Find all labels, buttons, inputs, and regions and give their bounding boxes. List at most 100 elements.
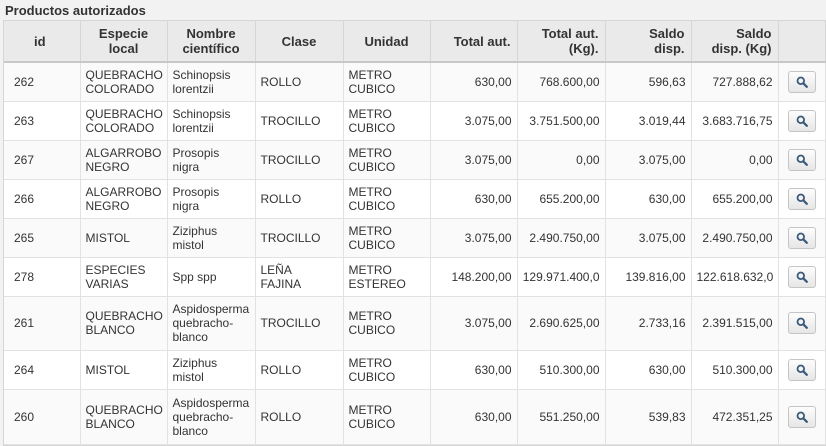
cell-nombre-line: nigra — [172, 159, 200, 174]
view-detail-button[interactable] — [787, 226, 816, 249]
search-icon — [796, 232, 808, 244]
cell-especie-line: COLORADO — [85, 120, 155, 135]
cell-unidad-line: CUBICO — [348, 120, 396, 135]
cell-total-aut: 3.075,00 — [430, 140, 518, 180]
cell-saldo: 139.816,00 — [605, 257, 692, 297]
col-header-clase[interactable]: Clase — [255, 21, 344, 63]
cell-total-aut: 148.200,00 — [430, 257, 518, 297]
cell-saldo-kg: 727.888,62 — [691, 62, 779, 102]
cell-especie-line: ALGARROBO — [85, 145, 162, 160]
cell-saldo: 630,00 — [605, 350, 692, 390]
cell-unidad: METRO CUBICO — [343, 62, 431, 102]
cell-nombre: Aspidosperma quebracho-blanco — [167, 296, 256, 351]
cell-nombre: Ziziphus mistol — [167, 218, 256, 258]
cell-saldo-kg: 3.683.716,75 — [691, 101, 779, 141]
cell-especie: ESPECIES VARIAS — [80, 257, 168, 297]
cell-especie: QUEBRACHO COLORADO — [80, 101, 168, 141]
cell-nombre-line: mistol — [172, 237, 204, 252]
cell-especie: ALGARROBO NEGRO — [80, 179, 168, 219]
cell-clase: ROLLO — [255, 62, 344, 102]
cell-especie: MISTOL — [80, 350, 168, 390]
cell-nombre-line: Prosopis — [172, 145, 220, 160]
cell-unidad-line: METRO — [348, 262, 392, 277]
table-row: 260 QUEBRACHO BLANCO Aspidosperma quebracho-… — [4, 389, 826, 445]
cell-unidad: METRO CUBICO — [343, 140, 431, 180]
products-table: id Especie local Nombre científico Clase U… — [4, 21, 826, 445]
cell-total-aut: 630,00 — [430, 62, 518, 102]
cell-total-kg: 129.971.400,0 — [517, 257, 606, 297]
col-header-especie[interactable]: Especie local — [80, 21, 168, 63]
cell-actions — [778, 62, 826, 102]
cell-unidad-line: METRO — [348, 145, 392, 160]
col-header-saldo-kg[interactable]: Saldo disp. (Kg) — [691, 21, 779, 63]
panel-title: Productos autorizados — [5, 3, 146, 18]
cell-total-aut: 3.075,00 — [430, 296, 518, 351]
cell-unidad: METRO CUBICO — [343, 179, 431, 219]
cell-nombre-line: quebracho- — [172, 316, 234, 330]
cell-clase-line: TROCILLO — [260, 152, 321, 167]
cell-nombre: Spp spp — [167, 257, 256, 297]
products-table-container: id Especie local Nombre científico Clase U… — [3, 20, 826, 446]
view-detail-button[interactable] — [787, 312, 816, 334]
cell-nombre: Prosopis nigra — [167, 179, 256, 219]
cell-actions — [778, 218, 826, 258]
cell-clase: TROCILLO — [255, 218, 344, 258]
search-icon — [796, 76, 808, 88]
cell-clase: TROCILLO — [255, 296, 344, 351]
cell-nombre-line: Ziziphus — [172, 355, 218, 370]
search-icon — [796, 271, 808, 283]
table-body: 262 QUEBRACHO COLORADO Schinopsis lorentzii R… — [4, 62, 826, 445]
cell-especie-line: NEGRO — [85, 198, 130, 213]
col-header-unidad[interactable]: Unidad — [343, 21, 431, 63]
cell-nombre-line: Prosopis — [172, 184, 220, 199]
col-header-id[interactable]: id — [4, 21, 81, 63]
cell-nombre: Schinopsis lorentzii — [167, 101, 256, 141]
col-header-actions — [778, 21, 826, 63]
cell-unidad-line: CUBICO — [348, 198, 396, 213]
view-detail-button[interactable] — [787, 109, 816, 132]
cell-especie-line: NEGRO — [85, 159, 130, 174]
cell-saldo-kg: 122.618.632,0 — [691, 257, 779, 297]
view-detail-button[interactable] — [787, 405, 816, 428]
col-header-total-kg[interactable]: Total aut. (Kg). — [517, 21, 606, 63]
cell-id: 264 — [4, 350, 81, 390]
cell-total-kg: 510.300,00 — [517, 350, 606, 390]
cell-unidad-line: CUBICO — [348, 416, 396, 431]
cell-clase: ROLLO — [255, 179, 344, 219]
cell-saldo-kg: 655.200,00 — [691, 179, 779, 219]
cell-unidad-line: CUBICO — [348, 237, 396, 252]
cell-actions — [778, 140, 826, 180]
cell-clase-line: ROLLO — [260, 191, 302, 206]
cell-actions — [778, 101, 826, 141]
view-detail-button[interactable] — [787, 265, 816, 288]
col-header-total-aut[interactable]: Total aut. — [430, 21, 518, 63]
search-icon — [796, 317, 808, 329]
col-header-nombre[interactable]: Nombre científico — [167, 21, 256, 63]
cell-unidad-line: CUBICO — [348, 369, 396, 384]
view-detail-button[interactable] — [787, 148, 816, 171]
cell-especie-line: QUEBRACHO — [85, 67, 163, 82]
cell-unidad-line: METRO — [348, 106, 392, 121]
cell-clase-line: ROLLO — [260, 74, 302, 89]
cell-nombre: Ziziphus mistol — [167, 350, 256, 390]
col-header-saldo[interactable]: Saldo disp. — [605, 21, 692, 63]
cell-saldo-kg: 510.300,00 — [691, 350, 779, 390]
cell-unidad: METRO CUBICO — [343, 350, 431, 390]
cell-especie-line: QUEBRACHO — [85, 402, 163, 417]
cell-total-kg: 768.600,00 — [517, 62, 606, 102]
search-icon — [796, 154, 808, 166]
view-detail-button[interactable] — [787, 187, 816, 210]
cell-total-kg: 0,00 — [517, 140, 606, 180]
view-detail-button[interactable] — [787, 358, 816, 381]
cell-actions — [778, 296, 826, 351]
cell-especie-line: ALGARROBO — [85, 184, 162, 199]
cell-total-aut: 630,00 — [430, 389, 518, 445]
cell-id: 267 — [4, 140, 81, 180]
cell-id: 261 — [4, 296, 81, 351]
cell-total-aut: 3.075,00 — [430, 218, 518, 258]
cell-unidad-line: METRO — [348, 355, 392, 370]
cell-total-kg: 655.200,00 — [517, 179, 606, 219]
cell-unidad-line: METRO — [348, 309, 392, 323]
view-detail-button[interactable] — [787, 70, 816, 93]
cell-nombre-line: Aspidosperma — [172, 302, 250, 316]
